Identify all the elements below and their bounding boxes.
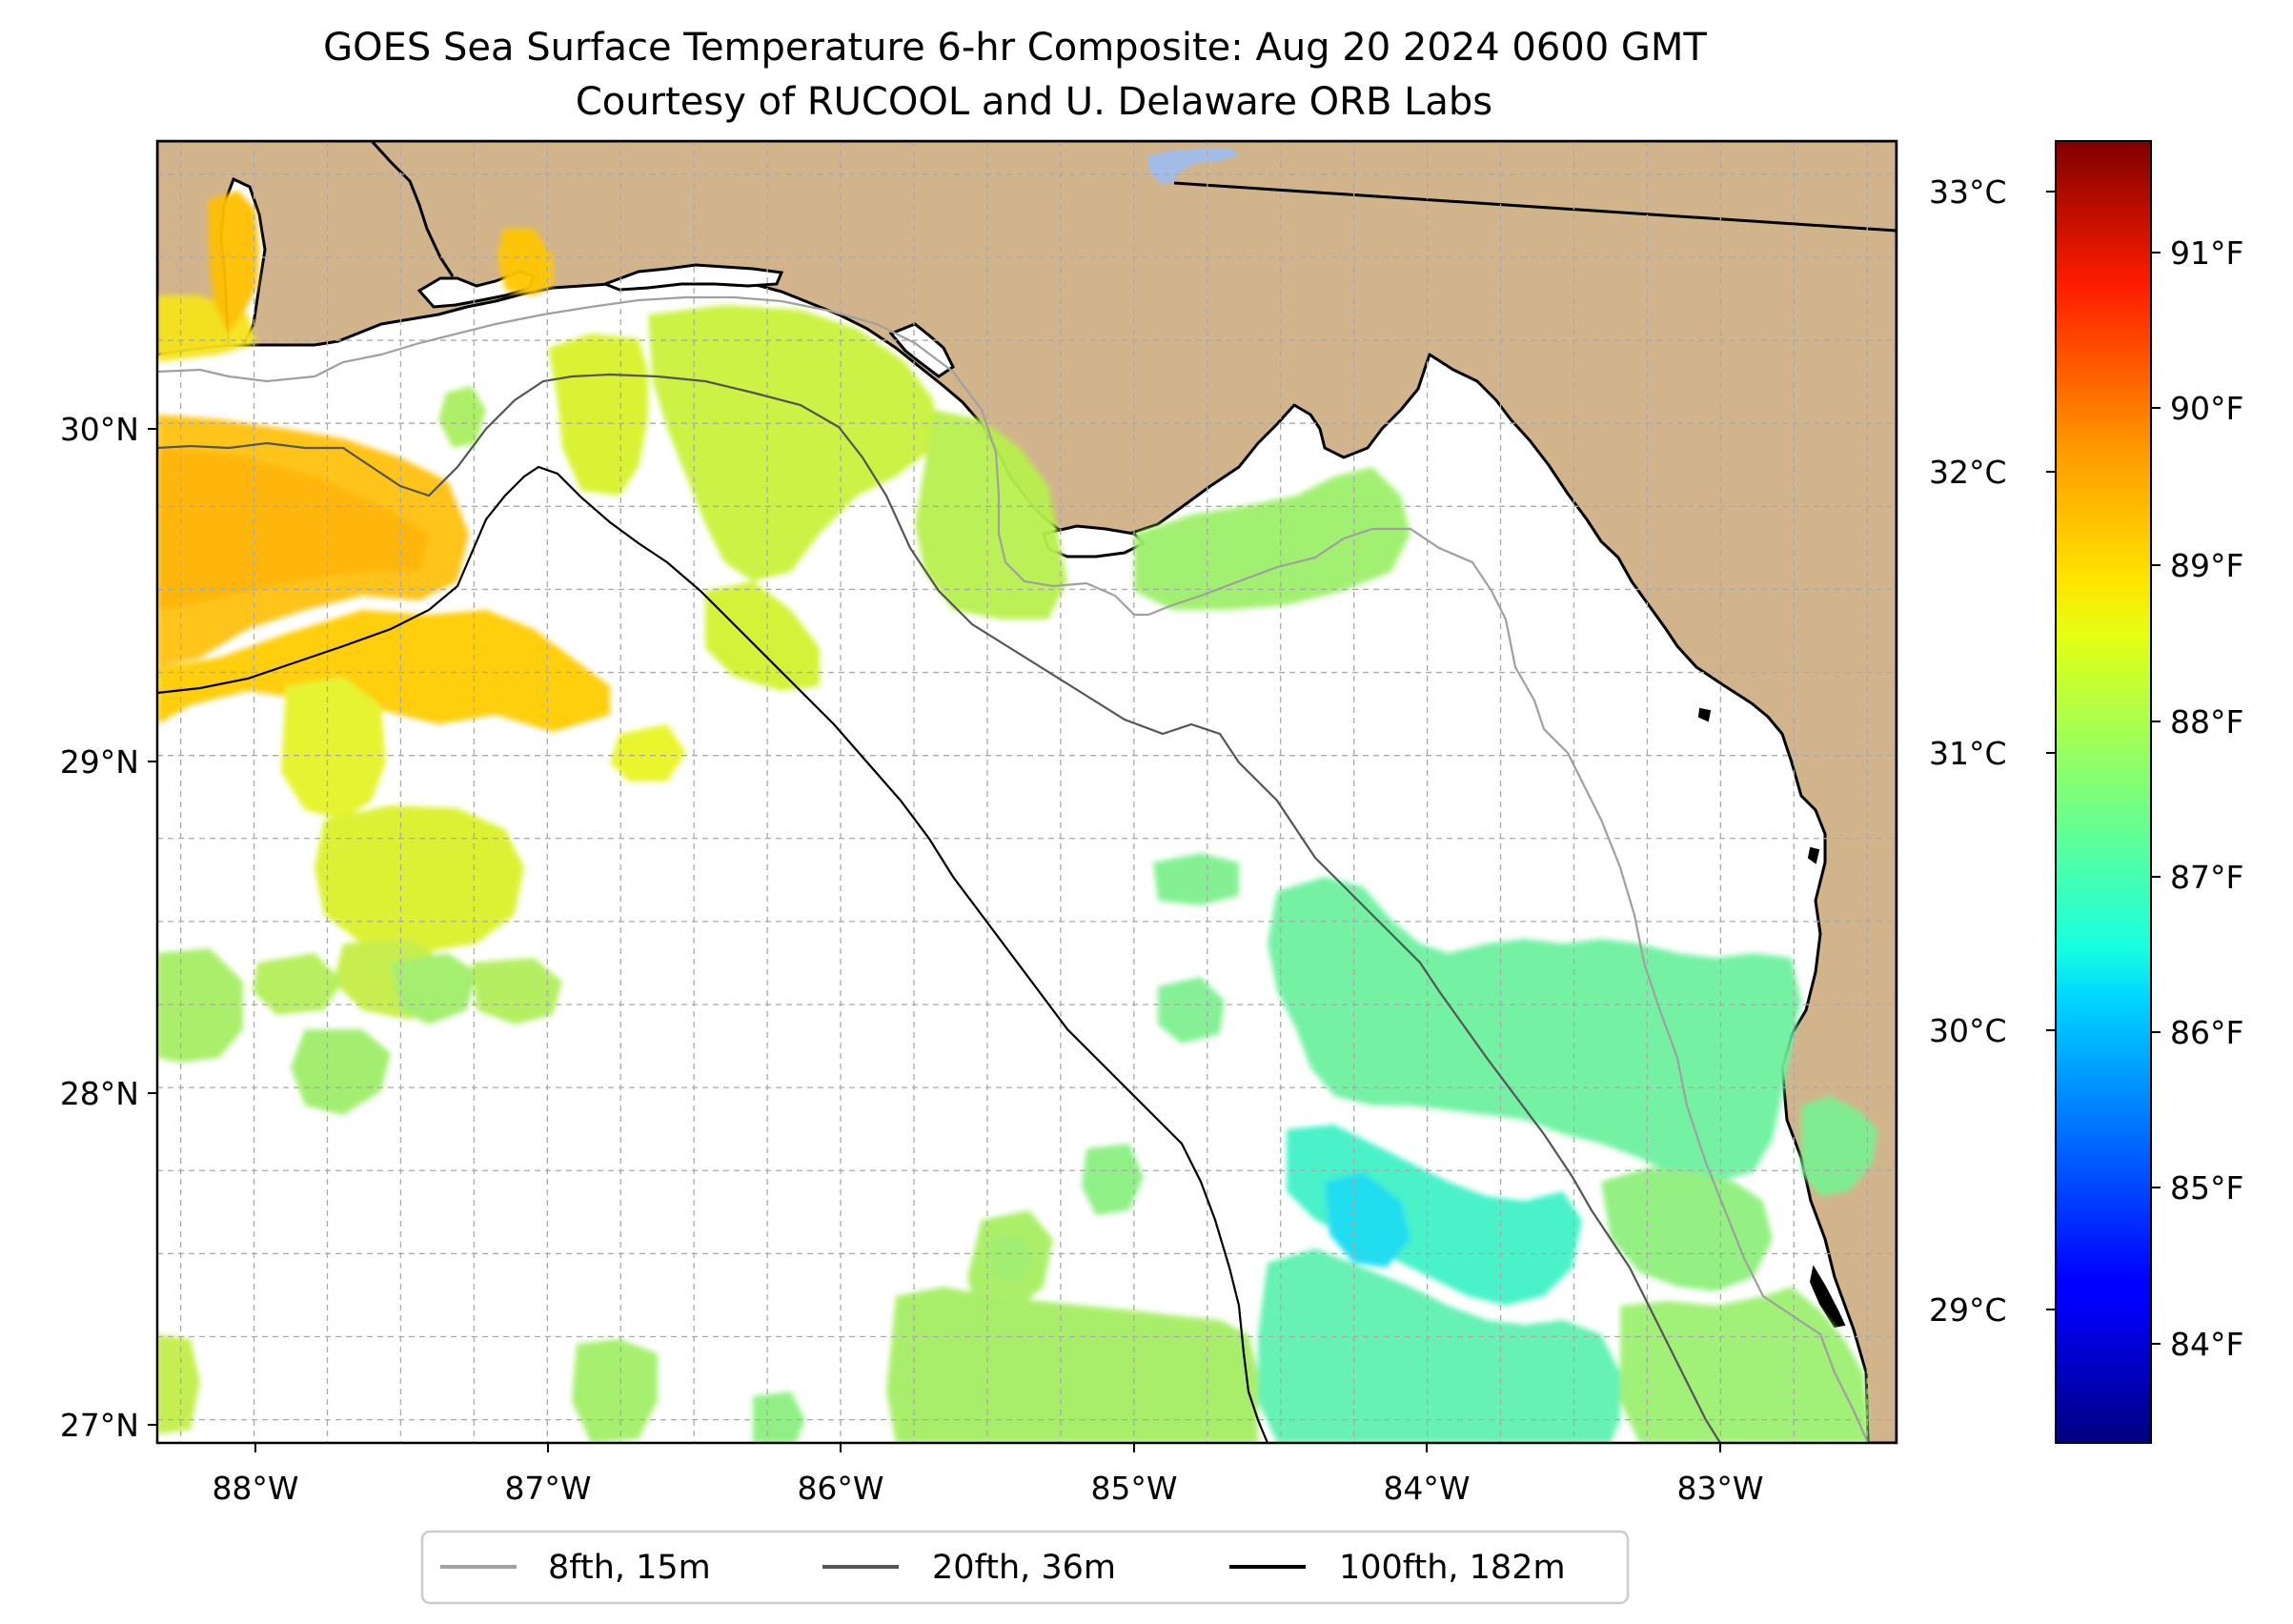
contour-legend: 8fth, 15m 20fth, 36m 100fth, 182m [420,1530,1630,1605]
lon-tick-label: 86°W [797,1470,883,1507]
choctawhatchee-bay [600,263,784,292]
fahrenheit-tick-label: 84°F [2170,1326,2243,1363]
sst-composite [157,191,1877,1443]
lake [1146,147,1240,185]
lon-tick-label: 84°W [1383,1470,1470,1507]
colorbar: 33°C 32°C 31°C 30°C 29°C 91°F 90°F 89°F … [1929,140,2243,1444]
legend-label-15m: 8fth, 15m [548,1549,711,1587]
celsius-tick-label: 32°C [1929,454,2007,491]
fahrenheit-tick-label: 87°F [2170,859,2243,896]
land-north-coast [157,141,1897,1443]
contour-182m [157,465,1269,1443]
fahrenheit-tick-label: 88°F [2170,703,2243,741]
celsius-tick-label: 29°C [1929,1291,2007,1329]
legend-label-182m: 100fth, 182m [1339,1549,1566,1587]
title-line-1: GOES Sea Surface Temperature 6-hr Compos… [323,26,1707,70]
lat-tick-label: 29°N [60,743,139,781]
lat-tick-label: 27°N [60,1407,139,1444]
fahrenheit-tick-label: 85°F [2170,1169,2243,1207]
lon-tick-label: 88°W [212,1470,298,1507]
celsius-tick-label: 33°C [1929,173,2007,211]
lat-tick-label: 30°N [60,411,139,448]
map-frame [155,139,1898,1445]
lon-tick-label: 85°W [1090,1470,1177,1507]
contour-15m [157,295,1870,1443]
title-line-2: Courtesy of RUCOOL and U. Delaware ORB L… [576,80,1492,124]
graticule [157,141,1897,1443]
lon-tick-label: 83°W [1676,1470,1763,1507]
st-andrew-bay [888,322,955,378]
fahrenheit-tick-label: 91°F [2170,234,2243,272]
legend-box [420,1530,1630,1605]
state-boundary [1173,181,1897,233]
celsius-tick-label: 31°C [1929,735,2007,772]
latitude-ticks: 30°N 29°N 28°N 27°N [60,411,157,1444]
map-panel: 88°W 87°W 86°W 85°W 84°W 83°W 30°N 29°N … [60,139,1898,1507]
celsius-tick-label: 30°C [1929,1012,2007,1049]
legend-label-36m: 20fth, 36m [932,1549,1116,1587]
fahrenheit-tick-label: 86°F [2170,1014,2243,1051]
fahrenheit-tick-label: 90°F [2170,390,2243,427]
colorbar-gradient [2055,140,2152,1444]
big-bend-islands [1697,707,1846,1329]
contour-36m [157,373,1721,1443]
fahrenheit-tick-label: 89°F [2170,547,2243,584]
lat-tick-label: 28°N [60,1075,139,1112]
longitude-ticks: 88°W 87°W 86°W 85°W 84°W 83°W [212,1443,1764,1507]
lon-tick-label: 87°W [504,1470,591,1507]
